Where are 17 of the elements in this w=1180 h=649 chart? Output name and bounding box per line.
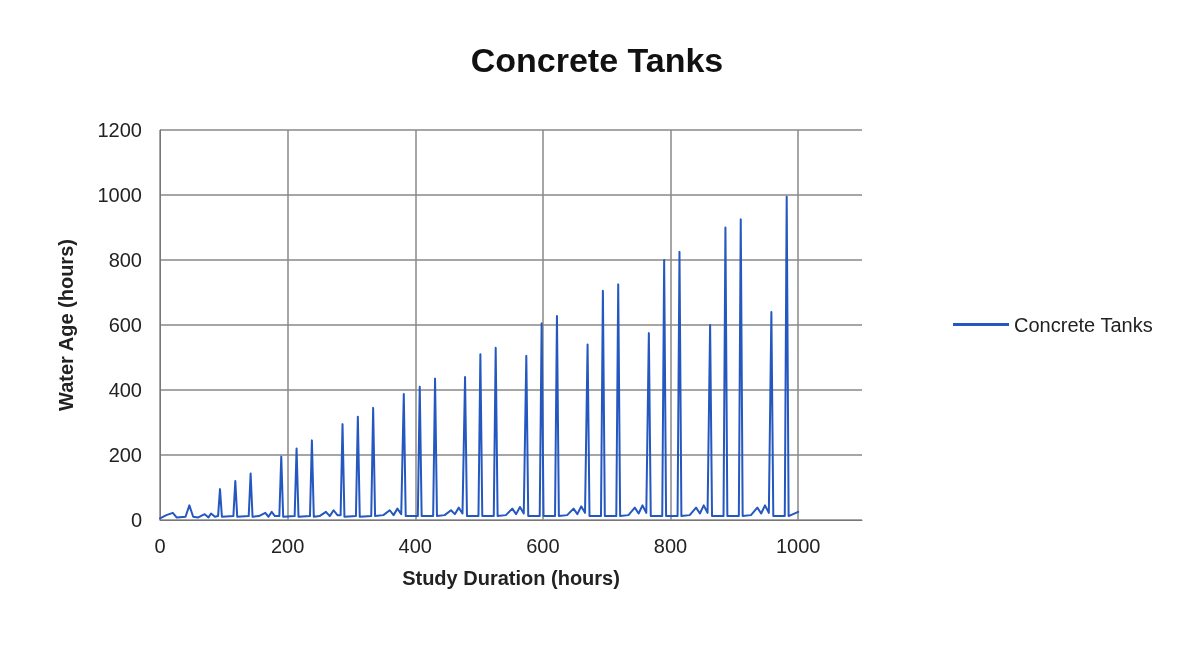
x-tick-label: 400 <box>398 535 432 557</box>
x-tick-label: 600 <box>526 535 560 557</box>
chart-title: Concrete Tanks <box>470 41 724 79</box>
y-tick-label: 0 <box>130 509 142 531</box>
x-tick-label: 800 <box>653 535 688 557</box>
x-tick-label: 0 <box>154 535 166 557</box>
y-tick-label: 1200 <box>97 119 142 141</box>
y-tick-label: 1000 <box>97 184 142 206</box>
y-axis-title: Water Age (hours) <box>55 239 77 411</box>
y-tick-label: 800 <box>108 249 142 271</box>
x-tick-label: 1000 <box>775 535 821 557</box>
y-tick-label: 600 <box>108 314 142 336</box>
y-tick-label: 400 <box>108 379 142 401</box>
x-tick-label: 200 <box>270 535 305 557</box>
legend-label: Concrete Tanks <box>1014 313 1153 336</box>
x-axis-title: Study Duration (hours) <box>402 567 620 589</box>
y-tick-label: 200 <box>108 444 142 466</box>
